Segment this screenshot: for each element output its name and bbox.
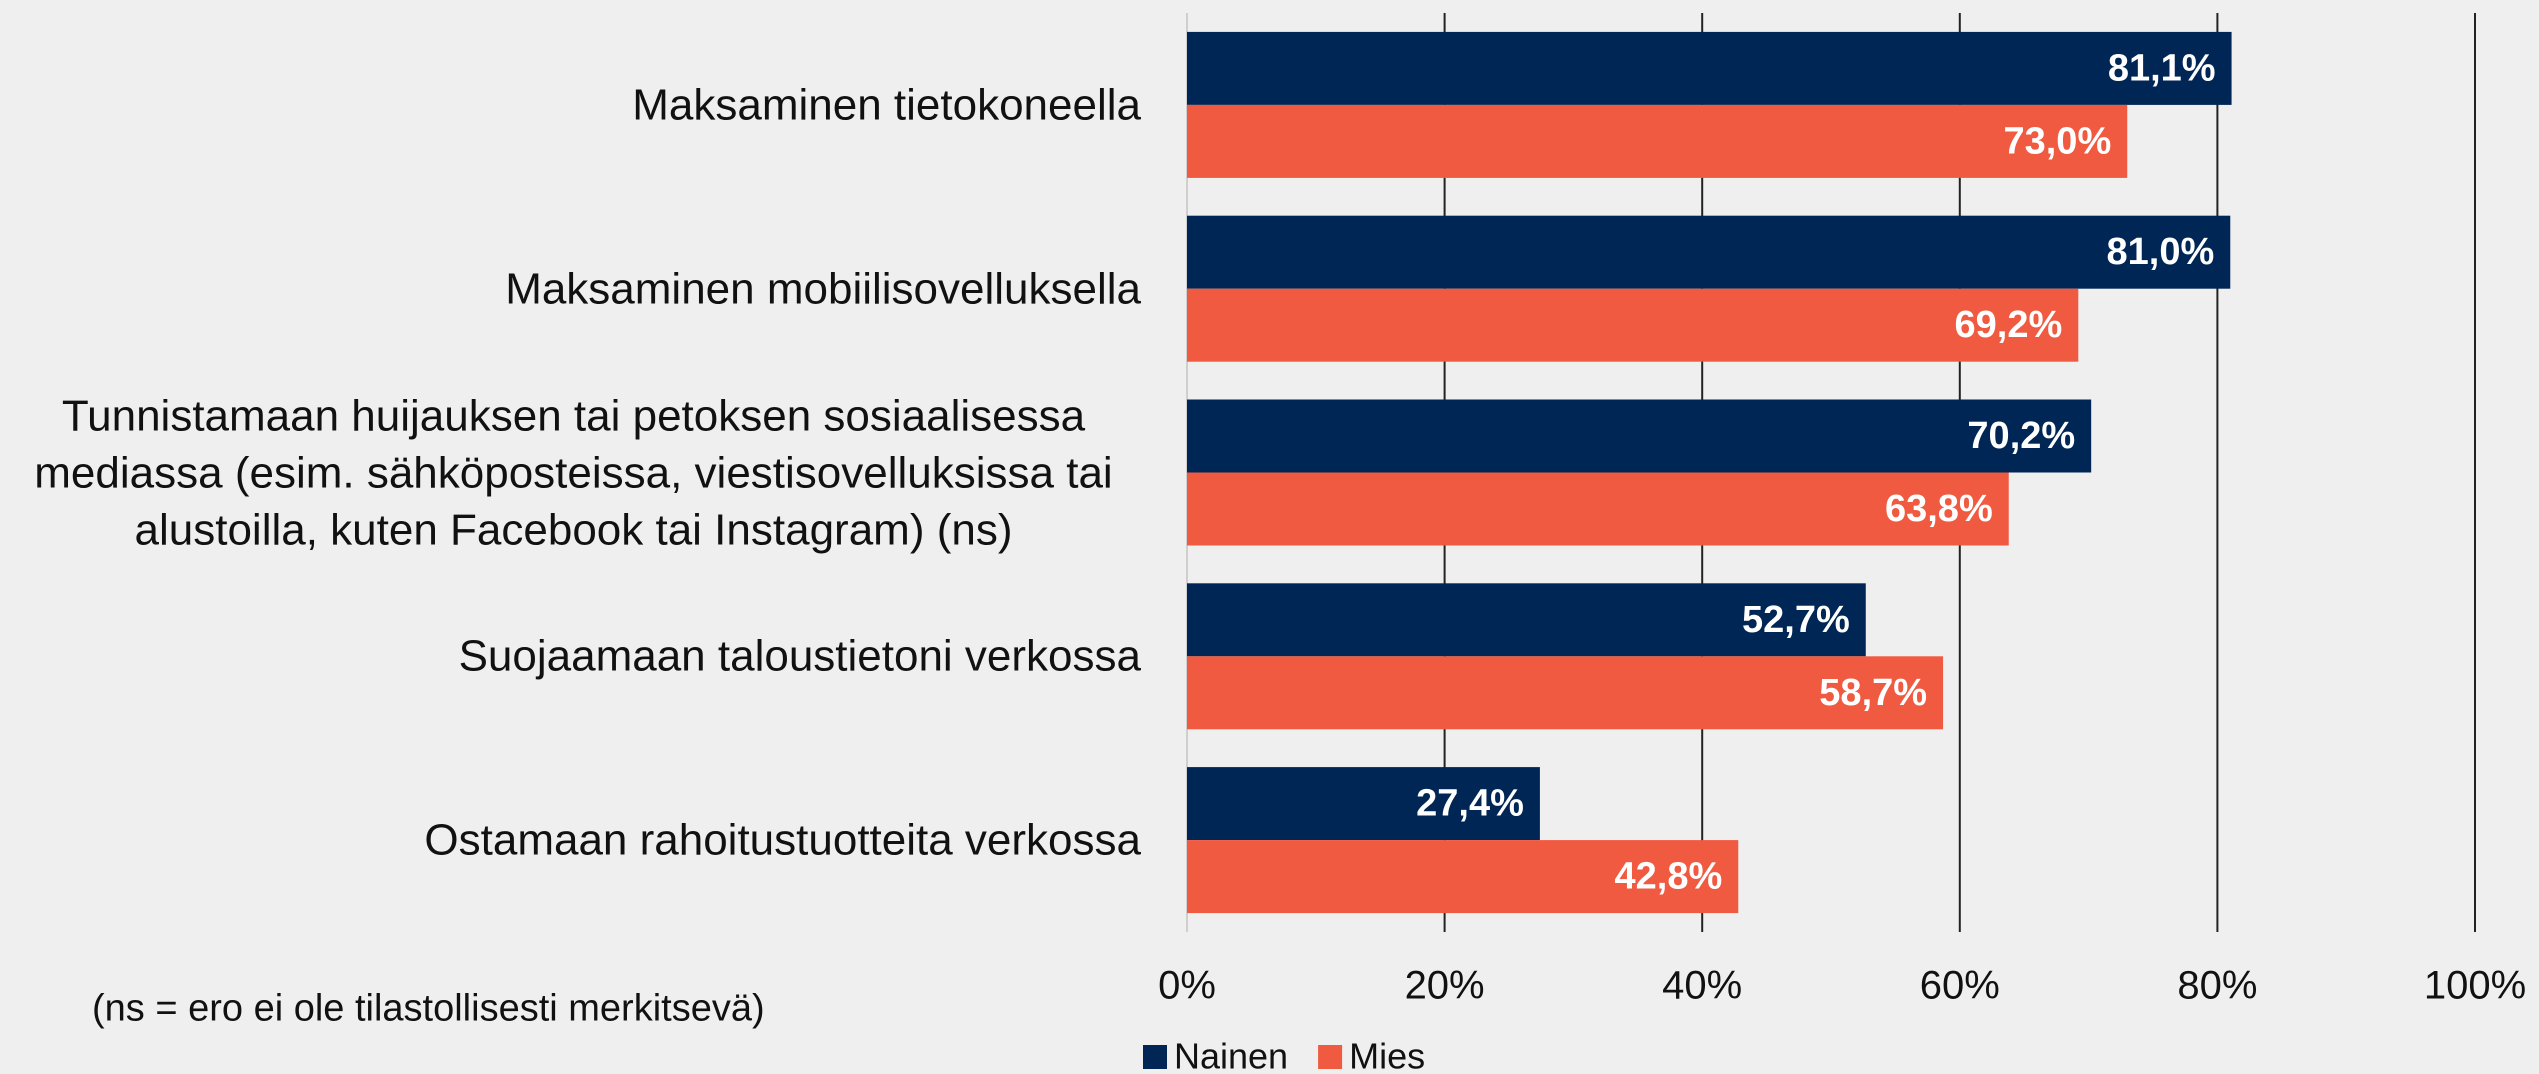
bar xyxy=(1187,288,2079,362)
category-label: Suojaamaan taloustietoni verkossa xyxy=(458,631,1141,681)
bar xyxy=(1187,31,2232,105)
x-tick-label: 60% xyxy=(1920,964,2000,1008)
value-label: 52,7% xyxy=(1742,599,1850,641)
bar xyxy=(1187,583,1866,657)
bar xyxy=(1187,472,2009,546)
x-tick-label: 40% xyxy=(1662,964,1742,1008)
value-label: 70,2% xyxy=(1967,415,2075,457)
legend-label: Mies xyxy=(1349,1036,1425,1074)
bar xyxy=(1187,767,1540,841)
bar xyxy=(1187,104,2128,178)
category-label: Ostamaan rahoitustuotteita verkossa xyxy=(424,815,1141,865)
value-label: 81,1% xyxy=(2108,47,2216,89)
category-label: Maksaminen tietokoneella xyxy=(632,80,1141,130)
legend-swatch xyxy=(1143,1045,1167,1069)
x-tick-label: 0% xyxy=(1158,964,1216,1008)
legend-swatch xyxy=(1318,1045,1343,1069)
bar xyxy=(1187,215,2231,289)
value-label: 73,0% xyxy=(2003,120,2111,162)
value-label: 58,7% xyxy=(1819,672,1927,714)
category-label: Tunnistamaan huijauksen tai petoksen sos… xyxy=(34,391,1113,554)
value-label: 42,8% xyxy=(1615,856,1723,898)
value-label: 63,8% xyxy=(1885,488,1993,530)
bar xyxy=(1187,399,2092,473)
x-tick-label: 20% xyxy=(1405,964,1485,1008)
x-tick-label: 100% xyxy=(2424,964,2526,1008)
footnote: (ns = ero ei ole tilastollisesti merkits… xyxy=(92,987,765,1030)
bar xyxy=(1187,840,1739,914)
x-tick-label: 80% xyxy=(2177,964,2257,1008)
category-label: Maksaminen mobiilisovelluksella xyxy=(505,264,1141,314)
legend-label: Nainen xyxy=(1174,1036,1288,1074)
value-label: 69,2% xyxy=(1955,304,2063,346)
value-label: 81,0% xyxy=(2107,231,2215,273)
value-label: 27,4% xyxy=(1416,783,1524,825)
bar xyxy=(1187,656,1944,730)
